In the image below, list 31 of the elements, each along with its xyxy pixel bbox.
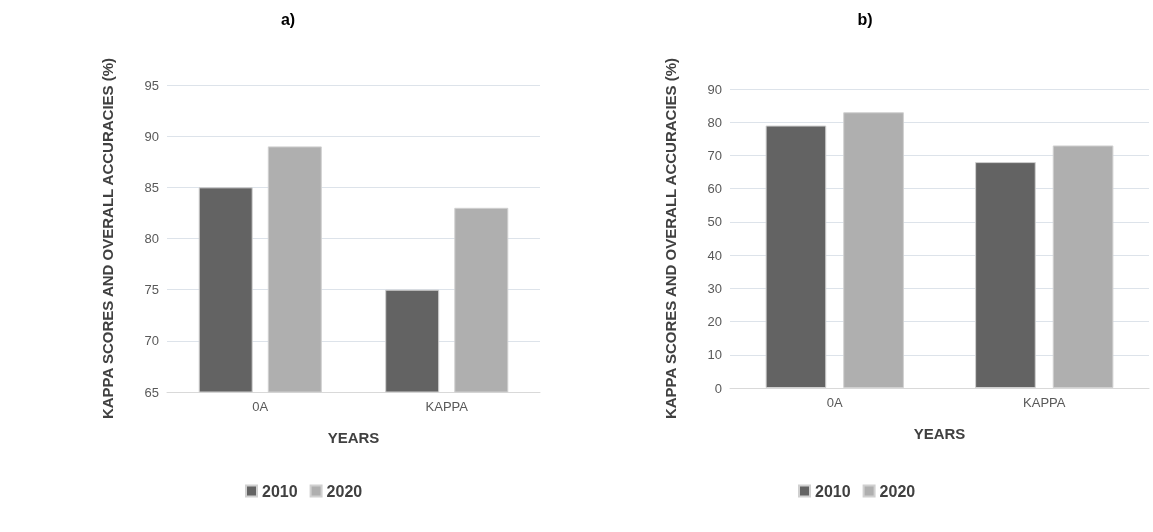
legend-label: 2020 xyxy=(326,482,363,500)
chart-title: a) xyxy=(280,10,296,28)
y-tick-label: 40 xyxy=(707,247,722,263)
y-tick-label: 30 xyxy=(707,280,722,296)
legend-label: 2010 xyxy=(815,482,851,500)
y-tick-label: 65 xyxy=(144,384,159,400)
legend-label: 2010 xyxy=(262,482,298,500)
y-tick-label: 80 xyxy=(707,114,722,130)
y-tick-label: 75 xyxy=(144,282,159,298)
x-tick-label: KAPPA xyxy=(425,399,469,414)
x-tick-label: KAPPA xyxy=(1023,395,1066,410)
y-axis-title: KAPPA SCORES AND OVERALL ACCURACIES (%) xyxy=(99,57,116,420)
y-tick-label: 10 xyxy=(707,347,722,363)
y-tick-label: 60 xyxy=(707,181,722,197)
y-tick-label: 70 xyxy=(144,333,159,349)
y-tick-label: 95 xyxy=(144,77,159,93)
y-tick-label: 90 xyxy=(144,128,159,144)
legend-label: 2020 xyxy=(879,482,916,500)
y-tick-label: 0 xyxy=(714,380,722,396)
y-axis-title: KAPPA SCORES AND OVERALL ACCURACIES (%) xyxy=(662,57,679,420)
y-tick-label: 20 xyxy=(707,314,722,330)
x-axis-title: YEARS xyxy=(327,429,380,446)
x-tick-label: 0A xyxy=(252,399,269,414)
y-tick-label: 50 xyxy=(707,214,722,230)
y-tick-label: 80 xyxy=(144,231,159,246)
y-tick-label: 85 xyxy=(144,179,159,195)
x-axis-title: YEARS xyxy=(913,425,966,442)
y-tick-label: 70 xyxy=(707,147,722,163)
y-tick-label: 90 xyxy=(707,81,722,97)
chart-title: b) xyxy=(857,10,873,28)
x-tick-label: 0A xyxy=(826,395,844,410)
